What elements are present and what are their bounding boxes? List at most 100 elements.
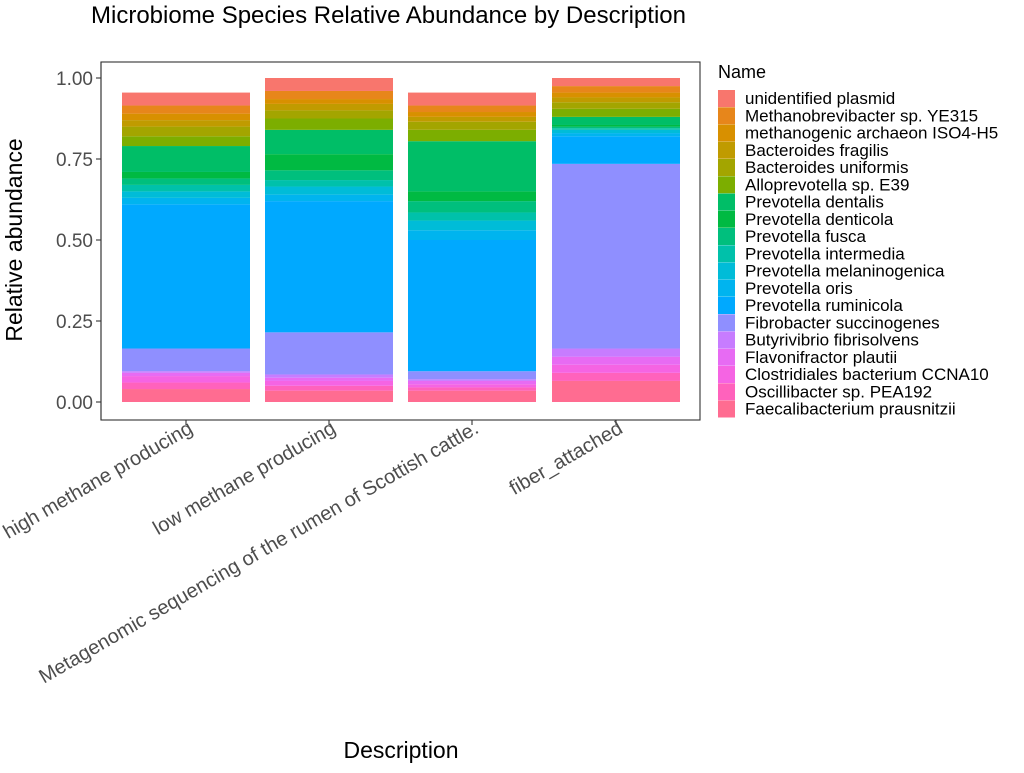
legend-swatch-bacteroides-fragilis	[718, 141, 735, 159]
bar-segment-methanobrevibacter-sp-ye315	[552, 86, 680, 93]
bar-segment-oscillibacter-sp-pea192	[122, 382, 250, 390]
bar-segment-butyrivibrio-fibrisolvens	[122, 371, 250, 373]
y-axis-label: Relative abundance	[1, 138, 27, 341]
bar-segment-alloprevotella-sp-e39	[408, 129, 536, 142]
bar-segment-prevotella-intermedia	[265, 180, 393, 187]
bar-segment-methanogenic-archaeon-iso4-h5	[552, 92, 680, 98]
bar-segment-flavonifractor-plautii	[552, 356, 680, 365]
legend-swatch-bacteroides-uniformis	[718, 159, 735, 176]
bar-segment-prevotella-melaninogenica	[122, 191, 250, 198]
legend-label: Faecalibacterium prausnitzii	[745, 400, 956, 419]
legend-swatch-prevotella-ruminicola	[718, 297, 735, 314]
legend-label: Prevotella ruminicola	[745, 296, 903, 315]
bar-segment-clostridiales-bacterium-ccna10	[122, 376, 250, 383]
bar-segment-prevotella-dentalis	[122, 146, 250, 172]
bar-segment-unidentified-plasmid	[552, 78, 680, 87]
y-tick-label: 0.50	[56, 231, 93, 252]
bar-segment-bacteroides-uniformis	[122, 126, 250, 137]
legend-label: Prevotella dentalis	[745, 193, 884, 212]
bar-segment-clostridiales-bacterium-ccna10	[552, 364, 680, 373]
bar-segment-prevotella-oris	[552, 133, 680, 137]
legend-title: Name	[718, 62, 766, 82]
bar-segment-prevotella-ruminicola	[122, 204, 250, 349]
bar-segment-butyrivibrio-fibrisolvens	[408, 379, 536, 381]
legend-label: Oscillibacter sp. PEA192	[745, 382, 932, 401]
bar-segment-bacteroides-uniformis	[265, 110, 393, 119]
bar-segment-flavonifractor-plautii	[265, 377, 393, 381]
bar-segment-prevotella-dentalis	[408, 141, 536, 192]
bar-segment-prevotella-intermedia	[408, 212, 536, 221]
bar-segment-prevotella-dentalis	[265, 129, 393, 155]
bar-segment-methanobrevibacter-sp-ye315	[122, 105, 250, 114]
legend-label: Prevotella melaninogenica	[745, 262, 945, 281]
legend-label: Butyrivibrio fibrisolvens	[745, 331, 919, 350]
bars-layer	[122, 78, 680, 402]
legend-swatch-butyrivibrio-fibrisolvens	[718, 331, 735, 349]
bar-segment-methanobrevibacter-sp-ye315	[408, 105, 536, 113]
bar-segment-prevotella-melaninogenica	[265, 186, 393, 195]
bar-segment-methanogenic-archaeon-iso4-h5	[265, 99, 393, 104]
legend-label: Prevotella fusca	[745, 227, 866, 246]
bar-segment-prevotella-denticola	[552, 124, 680, 127]
legend-swatch-alloprevotella-sp-e39	[718, 176, 735, 194]
legend-label: Prevotella denticola	[745, 210, 894, 229]
bar-segment-prevotella-denticola	[122, 171, 250, 179]
bar-segment-prevotella-oris	[408, 230, 536, 240]
legend-swatch-prevotella-oris	[718, 279, 735, 297]
legend-swatch-methanobrevibacter-sp-ye315	[718, 107, 735, 125]
bar-segment-prevotella-ruminicola	[408, 240, 536, 372]
legend-label: Flavonifractor plautii	[745, 348, 897, 367]
legend-swatch-methanogenic-archaeon-iso4-h5	[718, 124, 735, 142]
bar-segment-methanobrevibacter-sp-ye315	[265, 90, 393, 100]
legend-label: Clostridiales bacterium CCNA10	[745, 365, 989, 384]
bar-segment-clostridiales-bacterium-ccna10	[265, 380, 393, 386]
bar-segment-faecalibacterium-prausnitzii	[265, 390, 393, 402]
bar-segment-prevotella-fusca	[265, 170, 393, 181]
legend-swatch-fibrobacter-succinogenes	[718, 314, 735, 332]
bar-segment-bacteroides-uniformis	[552, 102, 680, 109]
y-tick-label: 0.75	[56, 150, 93, 171]
bar-segment-prevotella-dentalis	[552, 116, 680, 125]
bar-segment-bacteroides-fragilis	[122, 120, 250, 127]
legend-label: unidentified plasmid	[745, 89, 895, 108]
bar-segment-prevotella-melaninogenica	[408, 220, 536, 231]
bar-segment-alloprevotella-sp-e39	[265, 118, 393, 130]
bar-segment-fibrobacter-succinogenes	[122, 348, 250, 372]
legend-label: methanogenic archaeon ISO4-H5	[745, 124, 998, 143]
bar-segment-prevotella-denticola	[408, 191, 536, 202]
bar-segment-alloprevotella-sp-e39	[552, 108, 680, 117]
legend-swatch-faecalibacterium-prausnitzii	[718, 400, 735, 418]
bar-segment-prevotella-melaninogenica	[552, 129, 680, 134]
legend-label: Prevotella intermedia	[745, 244, 905, 263]
bar-segment-flavonifractor-plautii	[122, 372, 250, 377]
bar-segment-bacteroides-fragilis	[265, 103, 393, 111]
bar-segment-faecalibacterium-prausnitzii	[552, 380, 680, 402]
bar-segment-alloprevotella-sp-e39	[122, 136, 250, 147]
bar-segment-prevotella-fusca	[408, 201, 536, 213]
bar-segment-bacteroides-uniformis	[408, 121, 536, 130]
y-tick-label: 1.00	[56, 69, 93, 90]
bar-segment-prevotella-ruminicola	[552, 136, 680, 164]
bar-segment-prevotella-denticola	[265, 154, 393, 171]
legend-label: Alloprevotella sp. E39	[745, 175, 909, 194]
bar-segment-prevotella-fusca	[122, 178, 250, 185]
y-axis: 0.00 0.25 0.50 0.75 1.00	[56, 62, 102, 420]
bar-segment-prevotella-ruminicola	[265, 201, 393, 333]
chart-title: Microbiome Species Relative Abundance by…	[91, 2, 686, 29]
legend-label: Bacteroides fragilis	[745, 141, 889, 160]
bar-segment-prevotella-intermedia	[122, 184, 250, 192]
bar-segment-clostridiales-bacterium-ccna10	[408, 384, 536, 388]
bar-segment-prevotella-fusca	[552, 126, 680, 129]
legend-label: Bacteroides uniformis	[745, 158, 908, 177]
x-tick-label: fiber_attached	[506, 417, 627, 499]
bar-segment-methanogenic-archaeon-iso4-h5	[408, 112, 536, 117]
legend-swatch-prevotella-dentalis	[718, 193, 735, 211]
bar-segment-oscillibacter-sp-pea192	[408, 387, 536, 391]
bar-segment-prevotella-intermedia	[552, 128, 680, 130]
legend-label: Prevotella oris	[745, 279, 853, 298]
bar-segment-butyrivibrio-fibrisolvens	[552, 348, 680, 357]
